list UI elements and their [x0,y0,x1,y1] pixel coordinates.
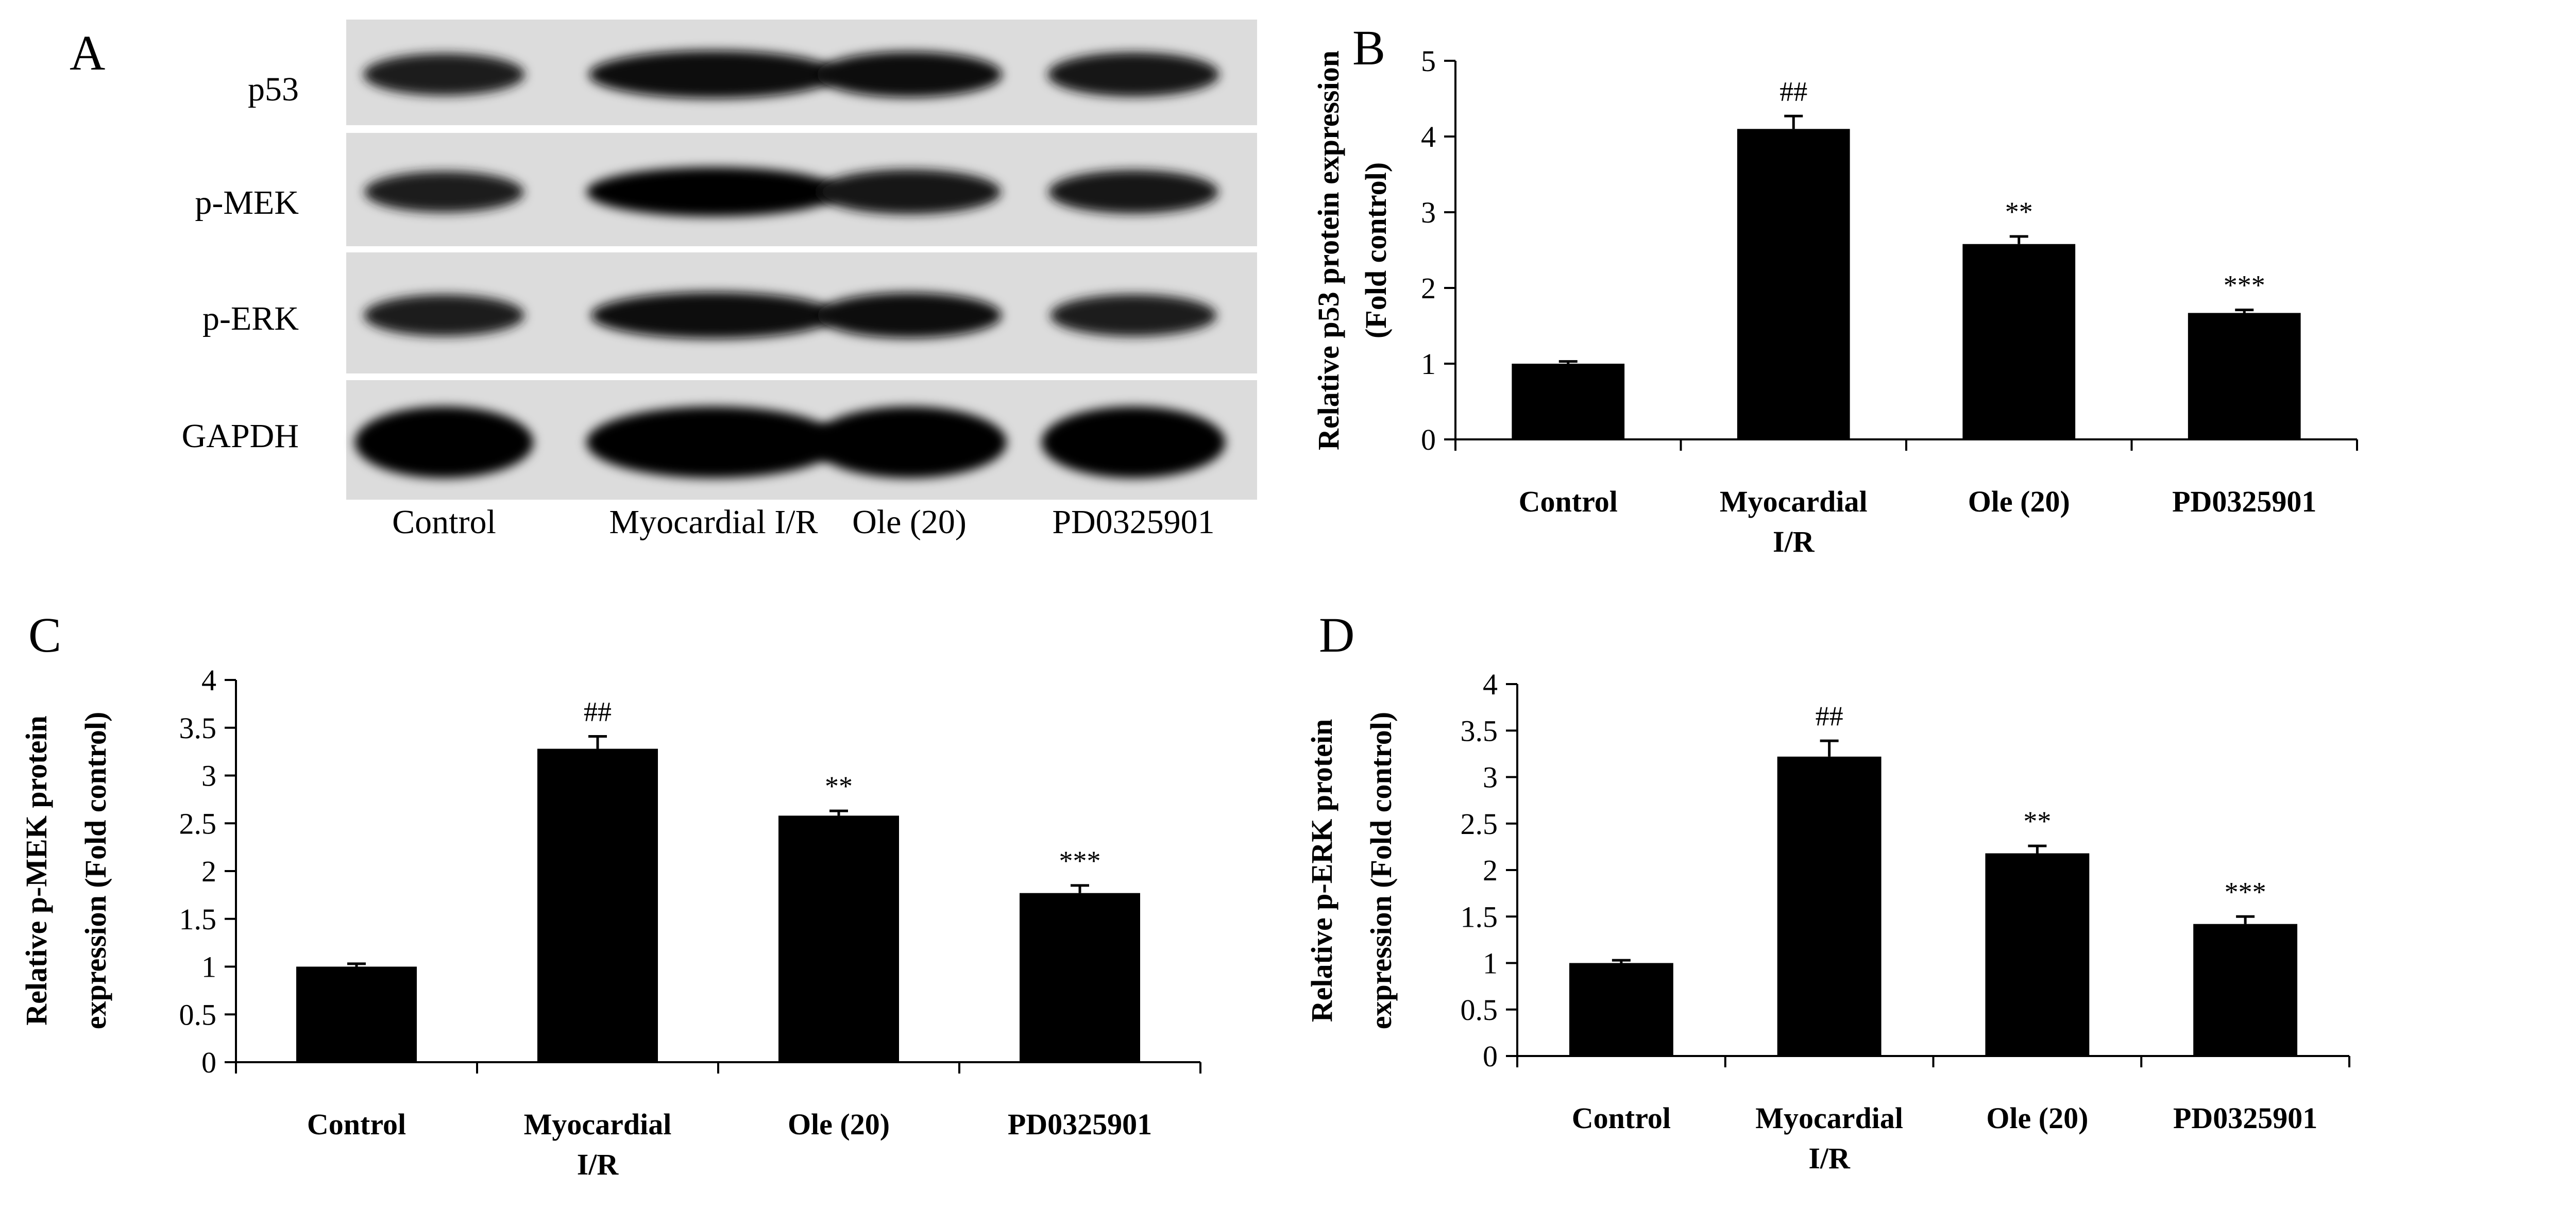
bar-pd0325901 [2193,924,2298,1056]
western-blot: p53 p-MEK p-ERK GAPDH Control Myocardial I/R O… [182,20,1257,541]
blot-band [588,50,839,99]
significance-label: *** [2225,876,2266,907]
y-tick-label: 1 [1483,947,1498,980]
bar-myocardial-i-r [1777,756,1882,1056]
y-tick-label: 1.5 [1461,900,1498,933]
blot-band [817,52,1002,97]
bar-control [1512,364,1625,439]
x-category-label: Control [1519,485,1618,518]
bar-ole-20 [778,815,899,1062]
bar-ole-20 [1962,244,2076,439]
blot-band [364,171,524,213]
significance-label: *** [1059,845,1101,876]
x-category-label: Ole (20) [1986,1101,2088,1135]
x-category-label: I/R [1808,1142,1851,1175]
significance-label: ** [825,771,853,802]
blot-row-label-p-mek: p-MEK [195,184,299,222]
x-category-label: Myocardial [1755,1101,1903,1135]
blot-band [363,53,525,96]
y-axis-title: Relative p53 protein expression [1312,50,1345,450]
blot-lane-label-pd0325901: PD0325901 [1052,503,1214,541]
y-tick-label: 0.5 [179,998,217,1031]
y-tick-label: 2 [1421,271,1436,305]
y-axis-title: (Fold control) [1359,162,1393,338]
x-category-label: Myocardial [1720,485,1868,518]
y-tick-label: 0 [201,1046,216,1079]
y-axis-title: expression (Fold control) [79,712,112,1030]
bar-myocardial-i-r [1737,129,1850,440]
blot-band [817,293,1002,338]
blot-band [586,167,841,217]
y-tick-label: 0 [1483,1040,1498,1073]
blot-band [812,406,1007,479]
x-category-label: Control [1572,1101,1671,1135]
panel-letter-b: B [1352,20,1385,75]
y-tick-label: 2.5 [179,807,217,840]
bar-control [296,966,417,1062]
significance-label: ## [1816,701,1843,731]
blot-row-label-p53: p53 [248,71,299,108]
blot-band [364,294,524,336]
y-tick-label: 0.5 [1461,993,1498,1027]
x-category-label: Ole (20) [788,1108,890,1141]
blot-row-label-gapdh: GAPDH [182,417,299,455]
y-tick-label: 3 [1483,761,1498,794]
bar-myocardial-i-r [537,748,658,1062]
chart-p53: 0 1 2 3 4 5 Control ## Myocardial I/R ** Ole (20) **… [1312,44,2358,558]
y-tick-label: 3 [201,759,216,793]
y-axis-title: Relative p-ERK protein [1305,719,1338,1023]
panel-letter-c: C [28,607,61,662]
x-category-label: I/R [1773,525,1815,558]
blot-band [586,406,841,479]
chart-p-mek: 0 0.5 1 1.5 2 2.5 3 3.5 4 Control ## Myocardial I/R *… [20,663,1201,1181]
x-category-label: Ole (20) [1968,485,2070,518]
y-tick-label: 3.5 [179,711,217,745]
x-category-label: PD0325901 [2172,485,2316,518]
significance-label: ** [2005,196,2033,227]
blot-lane-label-myocardial-i-r: Myocardial I/R [609,503,818,541]
y-tick-label: 5 [1421,44,1436,78]
significance-label: ## [584,696,612,727]
y-tick-label: 2 [201,855,216,888]
bar-pd0325901 [2188,313,2301,439]
blot-row-label-p-erk: p-ERK [202,300,299,337]
blot-band [818,169,1001,214]
blot-band [591,292,836,339]
y-axis-title: expression (Fold control) [1364,712,1398,1030]
y-axis-title: Relative p-MEK protein [20,716,53,1025]
blot-band [354,406,534,479]
x-category-label: PD0325901 [1008,1108,1152,1141]
blot-lane-label-control: Control [392,503,496,541]
y-tick-label: 4 [1483,668,1498,701]
x-category-label: I/R [577,1148,619,1181]
y-tick-label: 1 [201,950,216,984]
bar-pd0325901 [1020,893,1140,1062]
blot-band [1041,406,1226,479]
bar-control [1569,963,1673,1056]
x-category-label: Myocardial [524,1108,672,1141]
x-category-label: PD0325901 [2173,1101,2317,1135]
y-tick-label: 4 [1421,120,1436,154]
blot-band [1050,294,1217,336]
chart-p-erk: 0 0.5 1 1.5 2 2.5 3 3.5 4 Control ## Myocardial I/R *… [1305,668,2350,1175]
blot-band [1048,170,1218,214]
x-category-label: Control [307,1108,406,1141]
significance-label: *** [2224,270,2265,301]
significance-label: ## [1780,76,1807,107]
panel-letter-d: D [1319,607,1354,662]
y-tick-label: 3.5 [1461,714,1498,747]
y-tick-label: 1.5 [179,903,217,936]
y-tick-label: 4 [201,663,216,697]
blot-lane-label-ole-20: Ole (20) [852,503,967,541]
y-tick-label: 1 [1421,347,1436,381]
blot-band [1047,52,1219,97]
y-tick-label: 0 [1421,423,1436,456]
panel-letter-a: A [70,25,105,80]
bar-ole-20 [1985,853,2090,1056]
y-tick-label: 2.5 [1461,807,1498,841]
y-tick-label: 3 [1421,196,1436,229]
significance-label: ** [2023,806,2051,837]
y-tick-label: 2 [1483,854,1498,887]
